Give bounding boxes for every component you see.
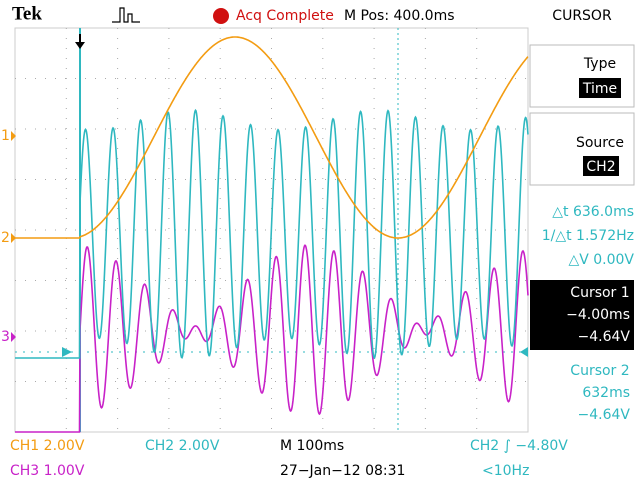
ch3-marker: 3 xyxy=(1,329,10,345)
oscilloscope-screen: Tek Acq Complete M Pos: 400.0ms CURSOR T… xyxy=(0,0,636,487)
ch1-marker: 1 xyxy=(1,128,10,144)
delta-v: △V 0.00V xyxy=(568,252,634,268)
cursor2-label[interactable]: Cursor 2 xyxy=(570,363,629,379)
timebase: M 100ms xyxy=(280,438,344,454)
trigger: CH2 ∫ −4.80V xyxy=(470,438,568,454)
menu-label: Source xyxy=(576,135,624,151)
menu-title: CURSOR xyxy=(552,8,612,24)
delta-t: △t 636.0ms xyxy=(552,204,634,220)
ch2-scale: CH2 2.00V xyxy=(145,438,220,454)
stop-indicator xyxy=(213,8,229,24)
menu-value: Time xyxy=(582,81,617,97)
cursor2-time: 632ms xyxy=(582,385,630,401)
brand: Tek xyxy=(12,3,42,24)
cursor1-time: −4.00ms xyxy=(566,307,630,323)
ch3-scale: CH3 1.00V xyxy=(10,463,85,479)
m-pos: M Pos: 400.0ms xyxy=(344,8,455,24)
acq-status: Acq Complete xyxy=(236,8,334,24)
menu-type[interactable]: Type Time xyxy=(530,45,634,107)
trigger-freq: <10Hz xyxy=(482,463,529,479)
menu-label: Type xyxy=(583,56,616,72)
menu-value: CH2 xyxy=(586,159,615,175)
ch2-marker: 2 xyxy=(1,230,10,246)
date: 27−Jan−12 08:31 xyxy=(280,463,405,479)
ch1-scale: CH1 2.00V xyxy=(10,438,85,454)
inverse-delta-t: 1/△t 1.572Hz xyxy=(542,228,634,244)
menu-source[interactable]: Source CH2 xyxy=(530,113,634,185)
cursor2-volts: −4.64V xyxy=(578,407,631,423)
cursor1-volts: −4.64V xyxy=(578,329,631,345)
cursor1-label: Cursor 1 xyxy=(570,285,629,301)
